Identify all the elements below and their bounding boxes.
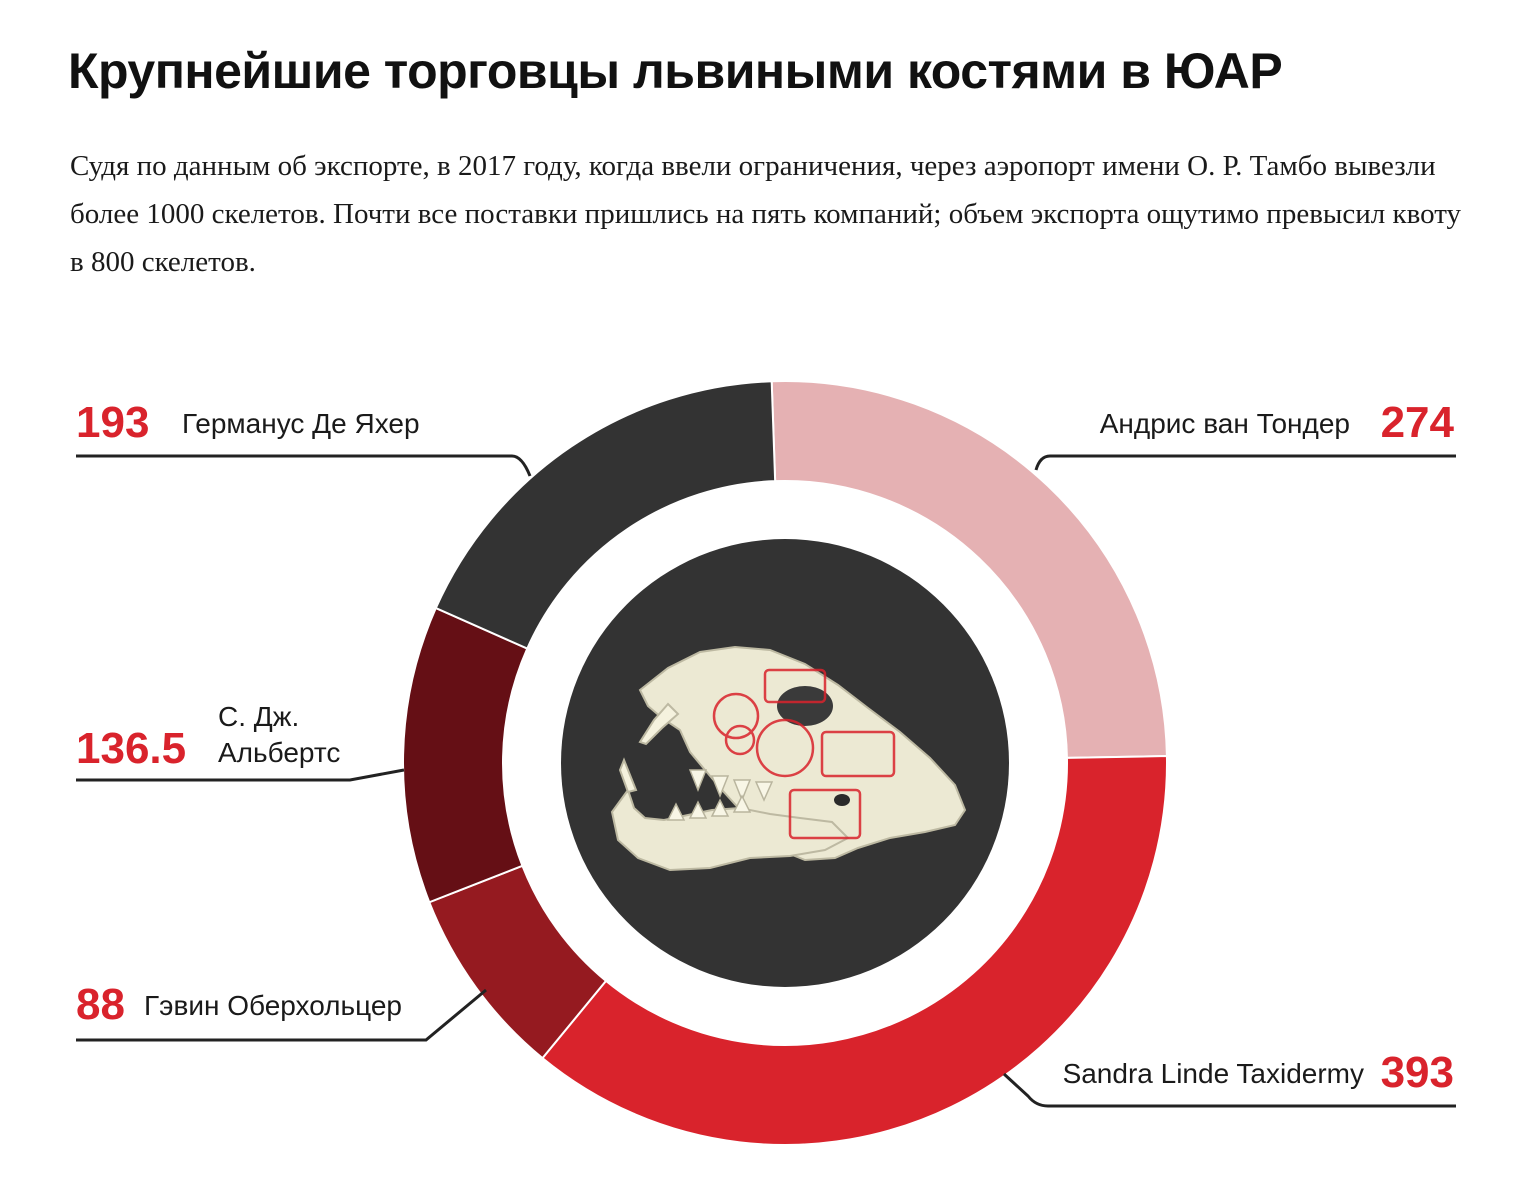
leader-line-1 bbox=[1002, 1072, 1456, 1108]
slice-value-0: 274 bbox=[1381, 398, 1455, 447]
slice-value-1: 393 bbox=[1381, 1048, 1454, 1097]
slice-label-4: Германус Де Яхер bbox=[182, 408, 420, 439]
chart-subtitle: Судя по данным об экспорте, в 2017 году,… bbox=[70, 150, 1461, 278]
slice-value-3: 136.5 bbox=[76, 724, 186, 773]
leader-lines bbox=[76, 454, 1456, 1108]
slice-value-2: 88 bbox=[76, 980, 125, 1029]
slice-4 bbox=[434, 380, 777, 650]
lion-skull-icon bbox=[610, 645, 967, 872]
slice-label-3-line-2: Альбертс bbox=[218, 737, 340, 768]
slice-3 bbox=[402, 606, 529, 904]
slice-label-2: Гэвин Оберхольцер bbox=[144, 990, 402, 1021]
slice-label-1: Sandra Linde Taxidermy bbox=[1063, 1058, 1364, 1089]
slice-labels: 274 Андрис ван Тондер 393 Sandra Linde Taxi… bbox=[76, 398, 1455, 1097]
donut-slices bbox=[402, 380, 1168, 1146]
slice-0 bbox=[770, 380, 1168, 759]
slice-label-0: Андрис ван Тондер bbox=[1100, 408, 1350, 439]
slice-label-3-line-1: С. Дж. bbox=[218, 701, 299, 732]
leader-line-4 bbox=[76, 454, 532, 477]
slice-value-4: 193 bbox=[76, 398, 149, 447]
slice-1 bbox=[541, 755, 1168, 1146]
leader-line-2 bbox=[76, 988, 487, 1042]
leader-line-3 bbox=[76, 768, 405, 782]
chart-title: Крупнейшие торговцы львиными костями в Ю… bbox=[68, 43, 1283, 99]
leader-line-0 bbox=[1034, 454, 1456, 471]
